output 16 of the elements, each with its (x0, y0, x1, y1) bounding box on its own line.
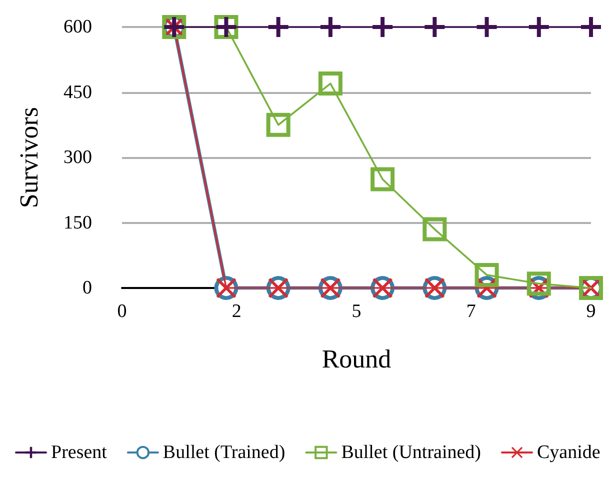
y-tick-label: 0 (82, 278, 92, 298)
x-tick-label: 9 (586, 301, 596, 322)
y-tick-label: 450 (64, 82, 92, 103)
x-tick-label: 2 (232, 301, 242, 322)
x-axis-title: Round (322, 344, 392, 374)
x-tick-label: 5 (352, 301, 362, 322)
legend-label: Bullet (Untrained) (341, 442, 482, 463)
y-axis-title: Survivors (14, 106, 44, 208)
legend-label: Bullet (Trained) (162, 442, 286, 463)
y-tick-label: 150 (64, 212, 92, 234)
legend-label: Present (51, 442, 108, 463)
y-tick-label: 600 (64, 16, 92, 38)
legend-label: Cyanide (537, 442, 600, 463)
y-tick-label: 300 (64, 147, 92, 168)
x-tick-label: 0 (117, 301, 127, 322)
x-tick-label: 7 (466, 301, 476, 322)
